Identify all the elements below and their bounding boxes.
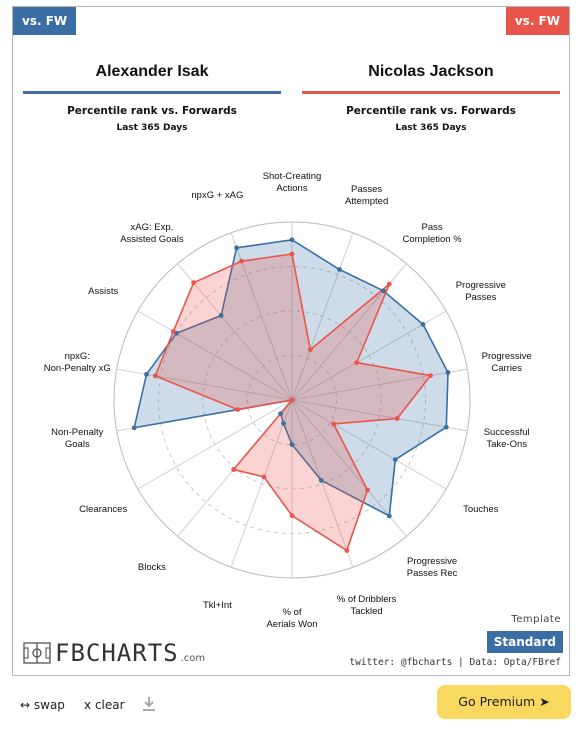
download-icon[interactable] [142,696,156,712]
swap-button[interactable]: ↔ swap [20,698,65,712]
series-2-point-13 [289,397,295,403]
series-1-point-14 [131,425,137,431]
template-button[interactable]: Standard [486,631,563,653]
series-2-point-18 [239,258,244,264]
series-2-point-5 [428,373,433,378]
radar-spoke-5 [291,368,468,401]
series-1-point-10 [289,442,295,447]
series-1-point-2 [337,267,342,272]
axis-label-1: Shot-Creating Actions [263,171,322,194]
series-2-point-6 [394,416,400,421]
series-1-point-12 [278,411,283,416]
series-2-point-15 [152,373,158,379]
series-1-point-6 [443,424,449,430]
series-2-point-11 [261,474,267,480]
series-2-point-16 [170,329,176,334]
radar-card: vs. FW vs. FW Alexander Isak Percentile … [12,6,570,676]
series-2-point-3 [386,281,392,287]
axis-label-14: Non-Penalty Goals [51,427,104,450]
axis-label-9: % of Dribblers Tackled [337,594,397,617]
radar-spoke-8 [291,399,407,537]
control-bar: ↔ swap x clear Go Premium ➤ [0,684,588,724]
series-2-point-14 [235,407,241,412]
swap-label: swap [33,698,65,712]
go-premium-button[interactable]: Go Premium ➤ [437,685,571,719]
series-2-point-17 [191,280,197,286]
radar-spoke-7 [291,399,447,490]
swap-icon: ↔ [20,698,31,712]
player2-subtitle: Percentile rank vs. Forwards [346,105,516,117]
axis-label-16: Assists [88,286,118,297]
axis-label-18: npxG + xAG [191,190,243,201]
left-comparison-tag[interactable]: vs. FW [13,7,77,35]
player2-color-bar [302,91,560,94]
series-1-point-1 [289,237,295,243]
series-1-point-3 [381,288,386,294]
radar-spoke-6 [291,399,468,432]
logo-suffix: .com [180,652,206,664]
player1-name: Alexander Isak [95,63,209,80]
player1-period: Last 365 Days [116,123,188,133]
axis-label-13: Clearances [79,504,127,515]
axis-label-8: Progressive Passes Rec [407,556,458,579]
series-2-point-1 [289,251,295,257]
series-2-point-2 [307,347,313,353]
clear-button[interactable]: x clear [84,698,125,712]
template-label: Template [511,614,561,625]
axis-label-5: Progressive Carries [482,351,532,374]
series-2-point-8 [365,487,370,493]
fbcharts-logo: FBCHARTS .com [23,639,205,667]
radar-chart: Shot-Creating Actions Passes Attempted Pass C… [44,171,532,630]
series-1-point-15 [144,371,149,377]
series-2-point-4 [354,360,360,365]
radar-spoke-13 [137,399,293,490]
data-credit: twitter: @fbcharts | Data: Opta/FBref [349,657,561,668]
axis-label-6: Successful Take-Ons [484,427,530,450]
axis-label-10: % of Aerials Won [266,607,317,630]
axis-label-7: Touches [463,504,499,515]
pitch-icon [23,642,51,664]
radar-spoke-17 [177,263,293,401]
radar-spoke-2 [291,232,354,401]
series-1-point-5 [445,370,451,375]
series-1-point-4 [420,322,426,327]
radar-spoke-9 [291,399,354,568]
series-1-point-9 [318,477,324,483]
series-2-point-7 [331,421,336,427]
axis-label-3: Pass Completion % [403,222,463,245]
right-comparison-tag[interactable]: vs. FW [505,7,569,35]
axis-label-4: Progressive Passes [456,280,506,303]
radar-spoke-4 [291,310,447,401]
series-1-point-8 [386,513,392,519]
series-1-point-7 [392,457,398,462]
player2-period: Last 365 Days [395,123,467,133]
player1-subtitle: Percentile rank vs. Forwards [67,105,237,117]
radar-spoke-16 [137,310,293,401]
player2-name: Nicolas Jackson [368,63,494,80]
clear-label: clear [94,698,125,712]
series-1-point-18 [234,245,240,251]
radar-spoke-11 [230,399,293,568]
series-1-point-17 [218,313,224,318]
axis-label-2: Passes Attempted [345,184,388,207]
series-1-point-11 [281,421,286,426]
series-2-point-12 [231,467,237,472]
axis-label-17: xAG: Exp. Assisted Goals [120,222,184,245]
series-2-point-10 [289,513,295,519]
logo-text: FBCHARTS [55,639,179,667]
axis-label-11: Tkl+Int [203,600,232,611]
clear-icon: x [84,698,92,712]
player1-color-bar [23,91,281,94]
series-2-point-9 [344,548,350,553]
axis-label-12: Blocks [138,562,166,573]
axis-label-15: npxG: Non-Penalty xG [44,351,111,374]
